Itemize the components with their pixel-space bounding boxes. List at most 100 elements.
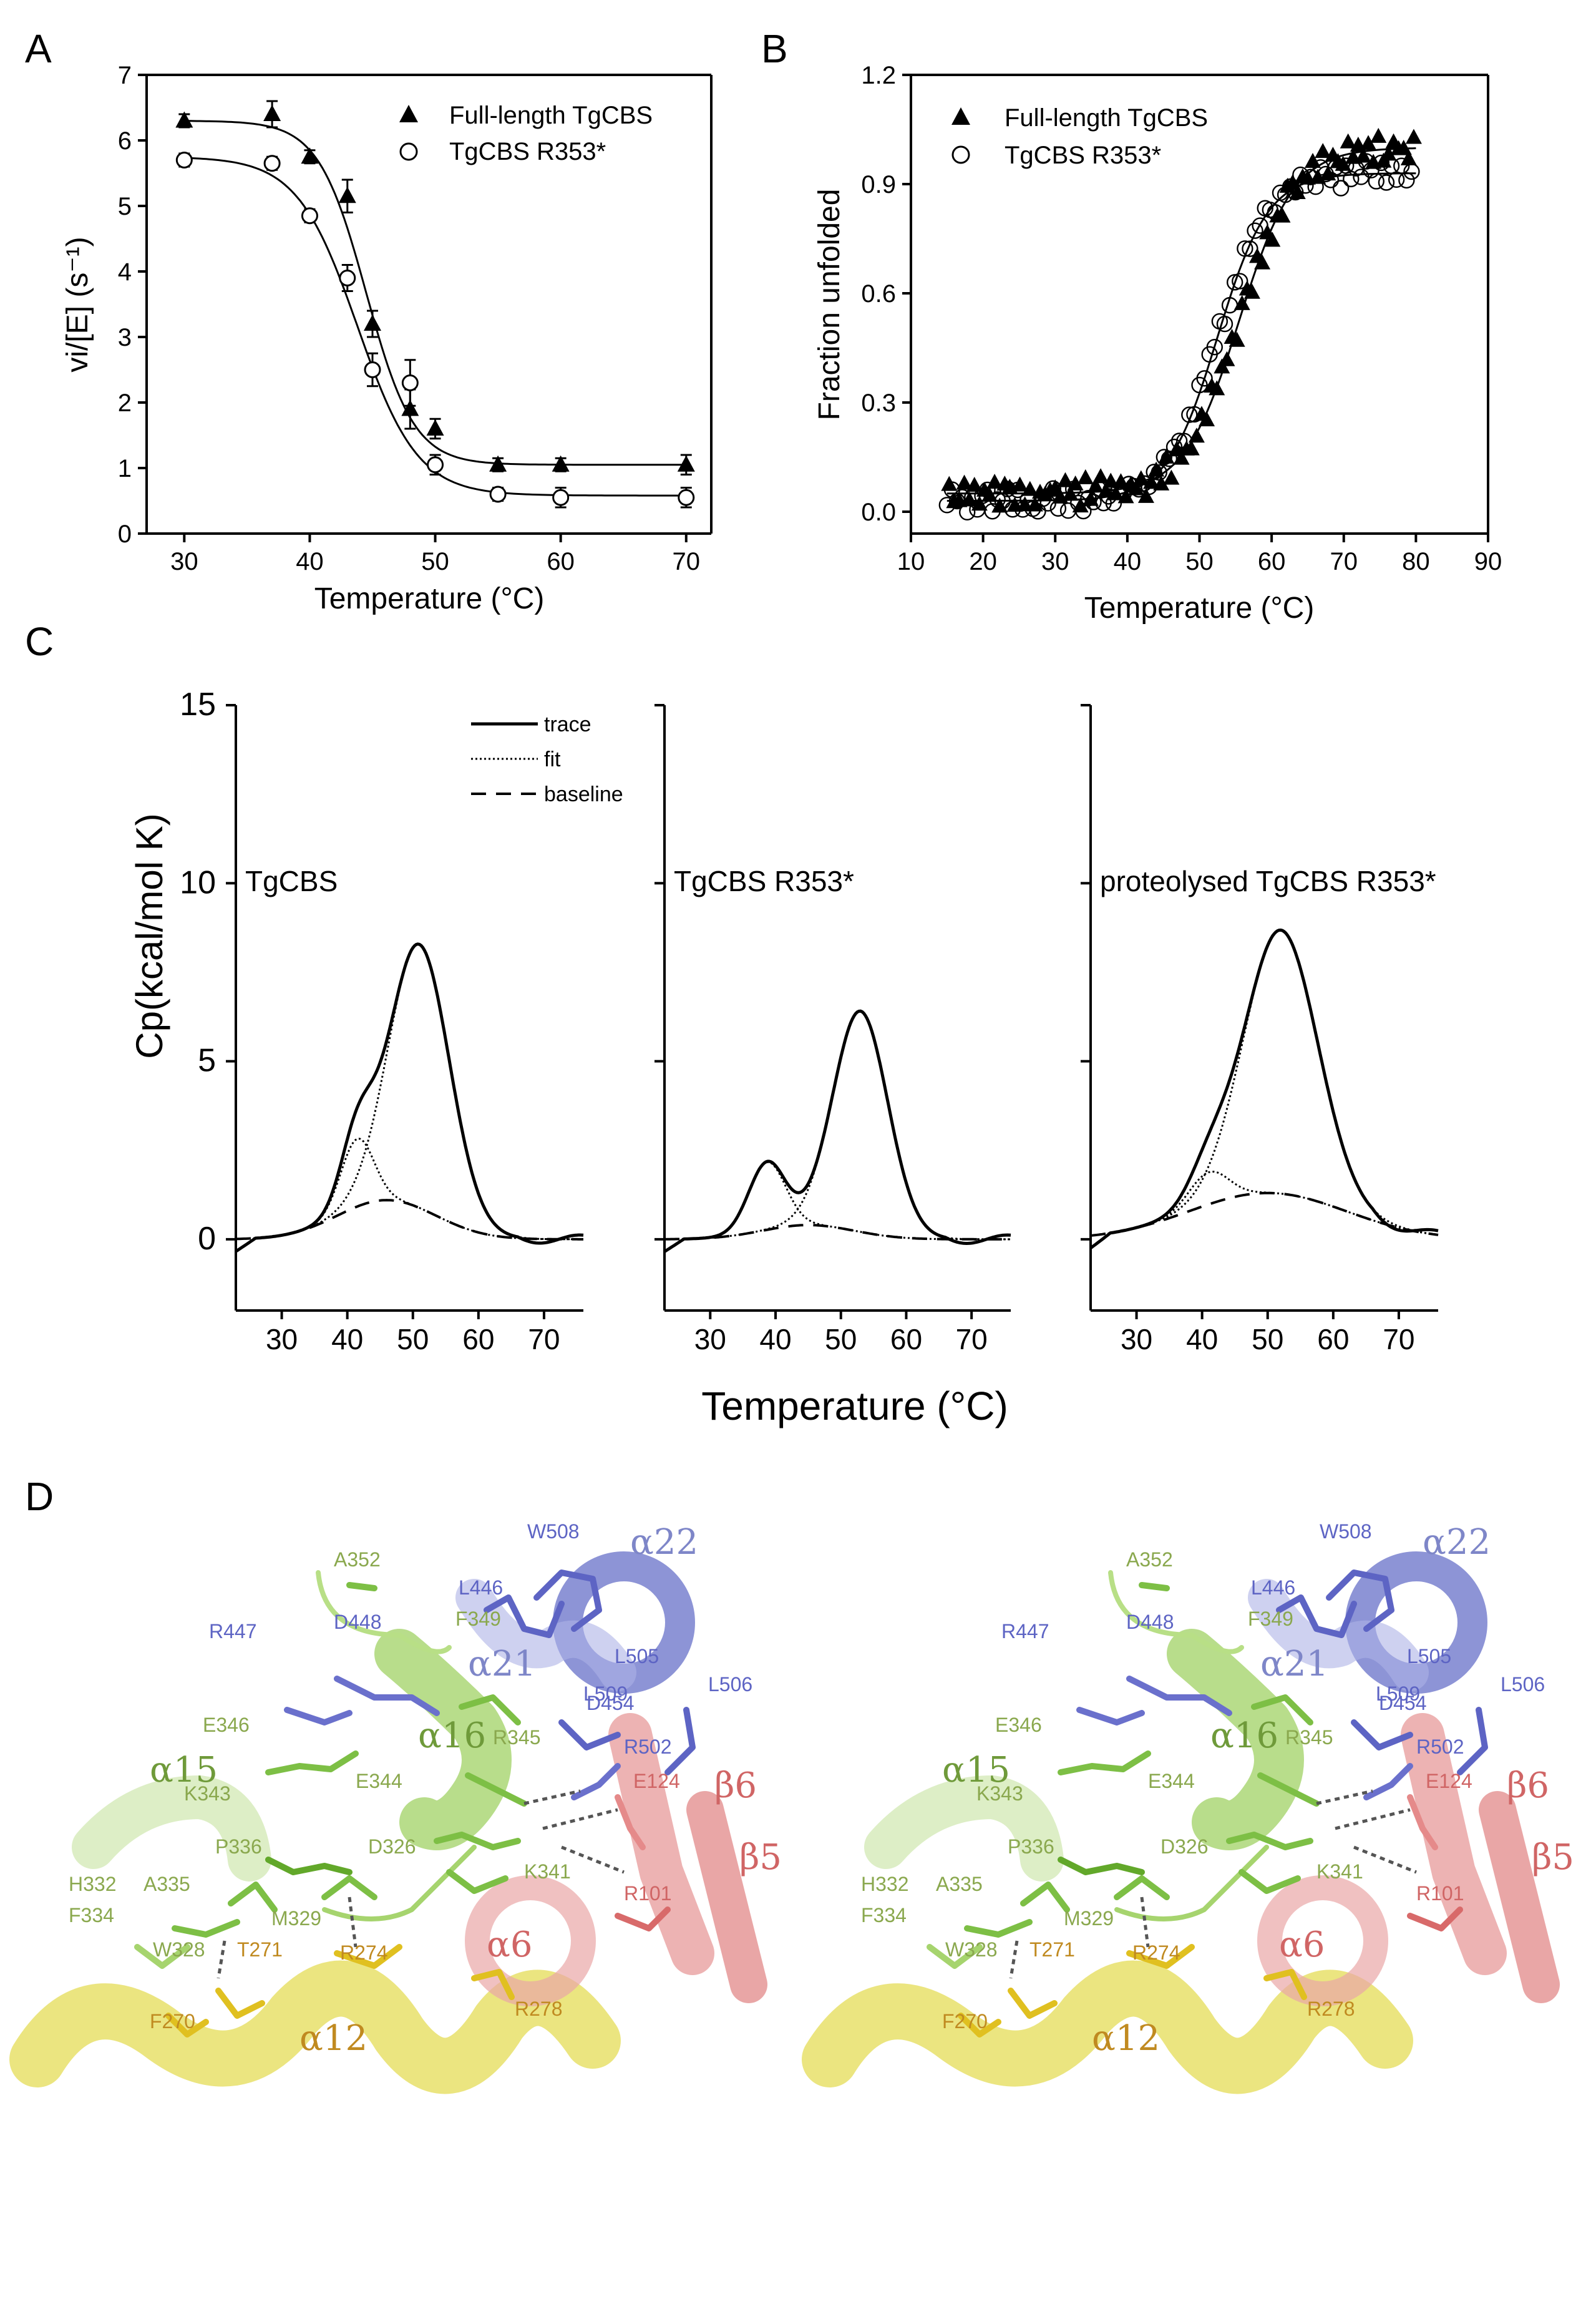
data-point-circle <box>552 489 570 506</box>
data-point-triangle <box>1315 143 1331 159</box>
strand-beta5 <box>686 1791 767 2003</box>
fit-curve <box>236 1138 583 1241</box>
x-tick-label: 70 <box>528 1323 560 1355</box>
y-tick-label: 7 <box>118 62 132 89</box>
x-tick-label: 30 <box>170 548 198 575</box>
residue-label: L446 <box>459 1576 503 1599</box>
helix-alpha12 <box>9 1960 621 2094</box>
hydrogen-bond <box>348 1896 358 1948</box>
residue-label: M329 <box>1064 1907 1114 1930</box>
secondary-structure-label: α12 <box>299 2018 367 2059</box>
residue-label: R447 <box>209 1620 257 1643</box>
residue-label: W328 <box>153 1938 205 1961</box>
trace-curve <box>1089 928 1439 1249</box>
residue-label: A335 <box>936 1873 983 1895</box>
residue-label: R447 <box>1001 1620 1049 1643</box>
residue-a352 <box>1139 1582 1170 1591</box>
x-tick-label: 80 <box>1402 548 1430 575</box>
data-point-triangle <box>401 399 419 416</box>
panel-c-x-axis-label: Temperature (°C) <box>701 1384 1008 1428</box>
legend-triangle-marker <box>399 105 418 122</box>
residue-d448 <box>334 1676 440 1716</box>
residue-label: R101 <box>1416 1882 1464 1905</box>
residue-label: E344 <box>1148 1770 1195 1792</box>
hydrogen-bond <box>1335 1808 1411 1830</box>
panel-c-letter: C <box>25 619 54 664</box>
residue-label: F270 <box>150 2010 195 2033</box>
x-tick-label: 70 <box>673 548 701 575</box>
x-tick-label: 70 <box>956 1323 988 1355</box>
residue-e124 <box>615 1794 646 1850</box>
residue-label: H332 <box>861 1873 909 1895</box>
data-point-triangle <box>1395 139 1412 155</box>
loop-green <box>1108 1570 1244 1654</box>
residue-f334 <box>134 1944 190 1969</box>
y-tick-label: 4 <box>118 258 132 286</box>
x-tick-label: 50 <box>1252 1323 1283 1355</box>
data-point-triangle <box>941 476 958 491</box>
residue-r345 <box>465 1772 527 1807</box>
residue-d448 <box>1126 1676 1232 1716</box>
y-tick-label: 2 <box>118 389 132 417</box>
residue-label: D448 <box>1126 1611 1174 1633</box>
hydrogen-bond <box>542 1808 618 1830</box>
residue-label: R101 <box>624 1882 672 1905</box>
residue-label: F334 <box>861 1904 907 1926</box>
x-tick-label: 50 <box>397 1323 429 1355</box>
secondary-structure-label: β6 <box>714 1765 757 1806</box>
hydrogen-bond <box>523 1789 581 1805</box>
residue-f270 <box>165 2013 209 2038</box>
x-tick-label: 40 <box>331 1323 363 1355</box>
x-tick-label: 10 <box>897 548 925 575</box>
data-point-triangle <box>1188 427 1205 443</box>
data-point-triangle <box>552 455 570 472</box>
x-tick-label: 30 <box>694 1323 726 1355</box>
helix-alpha6 <box>465 1875 596 2006</box>
residue-label: R502 <box>624 1735 672 1758</box>
y-tick-label: 1 <box>118 455 132 482</box>
secondary-structure-label: α6 <box>487 1925 532 1965</box>
residue-r274 <box>334 1944 402 1969</box>
residue-e124 <box>1407 1794 1438 1850</box>
data-point-triangle <box>338 187 356 203</box>
residue-r447 <box>284 1707 353 1726</box>
residue-k341 <box>446 1869 508 1894</box>
x-tick-label: 70 <box>1383 1323 1414 1355</box>
x-tick-label: 60 <box>1258 548 1286 575</box>
residue-label: R278 <box>515 1998 563 2020</box>
residue-w508 <box>533 1569 602 1632</box>
fit-curve <box>184 120 686 466</box>
residue-label: R274 <box>1132 1941 1180 1964</box>
legend-fit-label: fit <box>544 748 561 771</box>
residue-label: E346 <box>203 1714 250 1736</box>
secondary-structure-label: α16 <box>418 1716 486 1756</box>
data-point-triangle <box>1405 129 1422 144</box>
data-point-triangle <box>1380 145 1397 161</box>
residue-f334 <box>927 1944 983 1969</box>
hydrogen-bond <box>1316 1789 1373 1805</box>
helix-alpha15 <box>72 1775 271 1882</box>
data-point-circle <box>678 489 695 506</box>
residue-label: L446 <box>1251 1576 1295 1599</box>
panel-d-letter: D <box>25 1474 54 1519</box>
residue-label: L505 <box>615 1645 659 1667</box>
residue-a335 <box>172 1919 240 1938</box>
residue-label: M329 <box>271 1907 321 1930</box>
residue-a335 <box>964 1919 1033 1938</box>
x-tick-label: 40 <box>1114 548 1142 575</box>
residue-label: R345 <box>1285 1726 1333 1749</box>
y-tick-label: 1.2 <box>861 62 896 89</box>
helix-alpha6 <box>1257 1875 1388 2006</box>
x-tick-label: 50 <box>825 1323 857 1355</box>
residue-label: D326 <box>368 1835 416 1858</box>
data-point-circle <box>489 486 507 503</box>
residue-label: K343 <box>976 1782 1023 1805</box>
x-tick-label: 70 <box>1330 548 1358 575</box>
residue-r502 <box>571 1763 621 1800</box>
residue-r278 <box>471 1969 515 2000</box>
x-tick-label: 40 <box>1186 1323 1218 1355</box>
residue-r278 <box>1263 1969 1307 2000</box>
fit-curve <box>1090 929 1439 1237</box>
fit-curve <box>946 147 1416 495</box>
